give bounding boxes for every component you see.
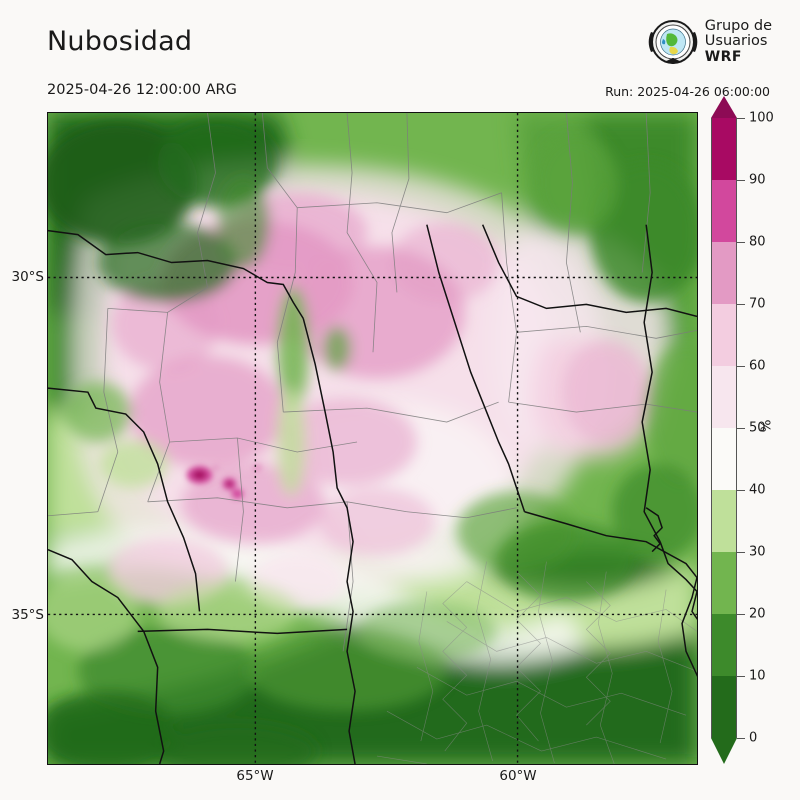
colorbar-gradient [711,118,737,738]
logo-line-1: Grupo de [704,17,772,34]
colorbar-tick-90 [737,180,745,182]
colorbar-extend-top-icon [711,96,737,118]
colorbar-band-20-30 [712,552,736,614]
colorbar-band-30-40 [712,490,736,552]
colorbar-tick-label-10: 10 [749,668,766,684]
colorbar-tick-label-70: 70 [749,296,766,312]
lat-label-30s: 30°S [11,269,45,285]
colorbar-band-40-50 [712,428,736,490]
colorbar-tick-label-60: 60 [749,358,766,374]
organization-logo: Grupo de Usuarios WRF [648,14,772,70]
colorbar-tick-label-50: 50 [749,420,766,436]
colorbar-band-0-10 [712,676,736,738]
colorbar-tick-100 [737,118,745,120]
run-time-label: Run: 2025-04-26 06:00:00 [605,84,770,99]
colorbar-band-70-80 [712,242,736,304]
colorbar-extend-bottom-icon [711,738,737,764]
colorbar-tick-label-100: 100 [749,110,774,126]
lon-label-65w: 65°W [236,768,274,784]
colorbar-tick-label-40: 40 [749,482,766,498]
colorbar-tick-80 [737,242,745,244]
logo-text: Grupo de Usuarios WRF [704,17,772,66]
colorbar-band-50-60 [712,366,736,428]
page-title: Nubosidad [47,26,193,57]
colorbar-band-60-70 [712,304,736,366]
valid-time-label: 2025-04-26 12:00:00 ARG [47,82,237,98]
colorbar-tick-0 [737,738,745,740]
map-plot-area[interactable] [47,112,698,765]
colorbar-unit-label: % [758,419,775,433]
colorbar-tick-60 [737,366,745,368]
colorbar-band-10-20 [712,614,736,676]
colorbar-tick-label-0: 0 [749,730,758,746]
logo-line-3: WRF [704,49,742,66]
colorbar-tick-40 [737,490,745,492]
logo-line-2: Usuarios [704,33,768,50]
cloud-cover-raster [48,113,697,764]
colorbar-tick-30 [737,552,745,554]
colorbar-tick-label-30: 30 [749,544,766,560]
colorbar-tick-20 [737,614,745,616]
colorbar-tick-label-80: 80 [749,234,766,250]
lon-label-60w: 60°W [499,768,537,784]
lat-label-35s: 35°S [11,607,45,623]
colorbar[interactable]: 0 10 20 30 40 50 60 70 80 90 100 [711,96,774,764]
colorbar-tick-70 [737,304,745,306]
globe-emblem-icon [648,17,698,67]
colorbar-tick-label-90: 90 [749,172,766,188]
colorbar-band-80-90 [712,180,736,242]
colorbar-band-90-100 [712,118,736,180]
colorbar-tick-10 [737,676,745,678]
colorbar-tick-50 [737,428,745,430]
colorbar-tick-label-20: 20 [749,606,766,622]
